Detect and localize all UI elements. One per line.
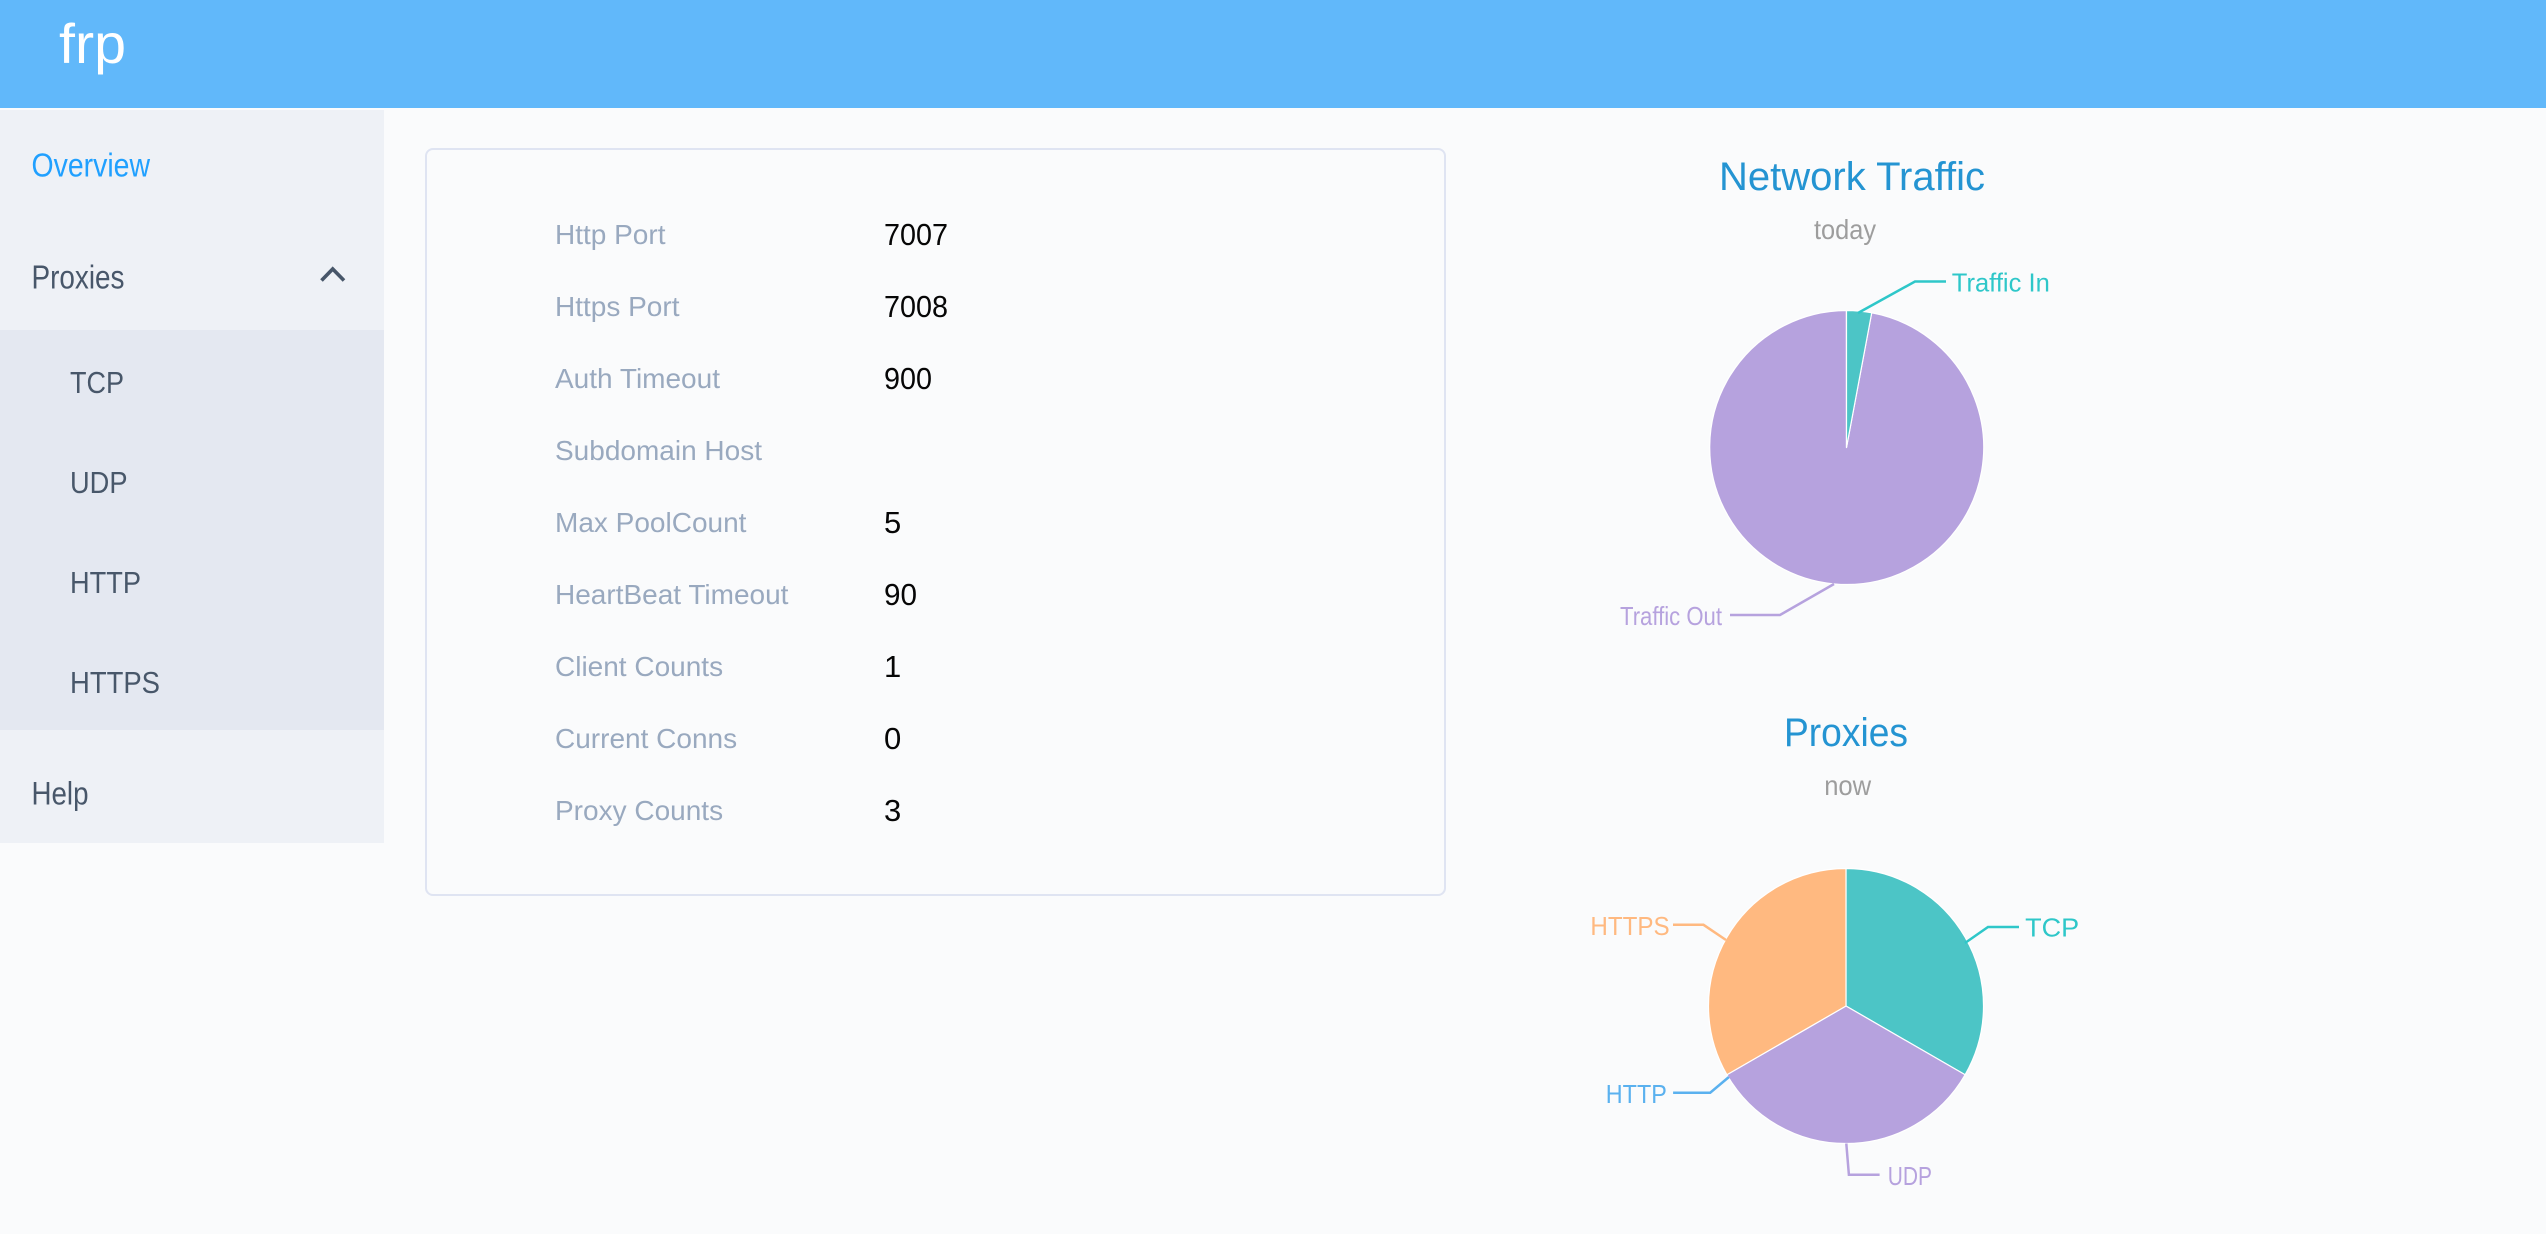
svg-text:0: 0 (884, 721, 901, 756)
svg-text:3: 3 (884, 793, 901, 828)
svg-text:HTTP: HTTP (70, 565, 141, 600)
svg-text:Proxy Counts: Proxy Counts (555, 795, 723, 826)
svg-text:90: 90 (884, 577, 917, 612)
svg-text:Http Port: Http Port (555, 219, 666, 250)
svg-text:frp: frp (59, 12, 126, 75)
svg-text:HTTPS: HTTPS (1590, 911, 1669, 941)
svg-text:HeartBeat Timeout: HeartBeat Timeout (555, 579, 789, 610)
svg-text:Subdomain Host: Subdomain Host (555, 435, 762, 466)
svg-text:5: 5 (884, 505, 901, 540)
svg-text:Network Traffic: Network Traffic (1719, 155, 1985, 199)
svg-text:TCP: TCP (70, 365, 124, 400)
svg-text:Max PoolCount: Max PoolCount (555, 507, 747, 538)
svg-text:7007: 7007 (884, 217, 948, 252)
svg-text:Help: Help (32, 776, 89, 812)
svg-text:Traffic In: Traffic In (1952, 268, 2050, 298)
svg-text:Proxies: Proxies (32, 259, 125, 296)
svg-text:now: now (1824, 770, 1872, 801)
svg-text:Auth Timeout: Auth Timeout (555, 363, 720, 394)
svg-text:HTTPS: HTTPS (70, 665, 160, 700)
svg-text:1: 1 (884, 649, 901, 684)
svg-text:900: 900 (884, 361, 932, 396)
svg-text:Traffic Out: Traffic Out (1620, 601, 1723, 631)
svg-text:Client Counts: Client Counts (555, 651, 723, 682)
svg-text:TCP: TCP (2025, 913, 2079, 943)
svg-text:today: today (1814, 214, 1876, 245)
svg-text:UDP: UDP (1888, 1161, 1932, 1191)
svg-text:7008: 7008 (884, 289, 948, 324)
svg-text:Https Port: Https Port (555, 291, 680, 322)
svg-text:UDP: UDP (70, 465, 128, 500)
svg-text:HTTP: HTTP (1606, 1079, 1667, 1109)
svg-text:Current Conns: Current Conns (555, 723, 737, 754)
svg-text:Overview: Overview (32, 147, 151, 184)
svg-text:Proxies: Proxies (1784, 711, 1908, 755)
